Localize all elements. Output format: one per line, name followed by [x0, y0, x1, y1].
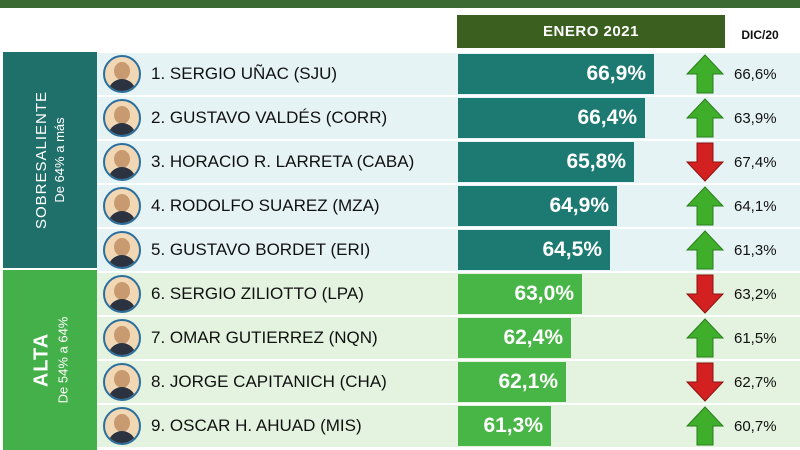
previous-value: 61,5% [734, 329, 777, 347]
previous-value: 63,2% [734, 285, 777, 303]
arrow-up-icon [686, 406, 724, 446]
table-row [97, 273, 800, 315]
candidate-name: 4. RODOLFO SUAREZ (MZA) [151, 196, 380, 215]
table-row [97, 53, 800, 95]
group-title: ALTA [29, 332, 52, 388]
previous-month-header: DIC/20 [741, 28, 779, 42]
group-alta: ALTA De 54% a 64% [3, 270, 97, 450]
avatar [103, 99, 141, 137]
table-row [97, 361, 800, 403]
candidate-name: 3. HORACIO R. LARRETA (CABA) [151, 152, 415, 171]
avatar-body [108, 299, 136, 311]
previous-value: 67,4% [734, 153, 777, 171]
avatar-face [114, 194, 130, 212]
top-stripe [0, 0, 800, 8]
bar: 66,9% [458, 54, 654, 94]
bar: 65,8% [458, 142, 634, 182]
bar: 63,0% [458, 274, 582, 314]
avatar-face [114, 238, 130, 256]
candidate-name: 1. SERGIO UÑAC (SJU) [151, 64, 338, 83]
avatar [103, 231, 141, 269]
group-sobresaliente: SOBRESALIENTE De 64% a más [3, 52, 97, 268]
group-title: SOBRESALIENTE [33, 90, 51, 230]
avatar [103, 143, 141, 181]
table-row [97, 97, 800, 139]
avatar [103, 275, 141, 313]
avatar-body [108, 167, 136, 179]
candidate-name: 8. JORGE CAPITANICH (CHA) [151, 372, 387, 391]
table-row [97, 229, 800, 271]
table-row [97, 405, 800, 447]
bar: 62,4% [458, 318, 571, 358]
candidate-name: 5. GUSTAVO BORDET (ERI) [151, 240, 371, 259]
table-row [97, 185, 800, 227]
candidate-name: 9. OSCAR H. AHUAD (MIS) [151, 416, 362, 435]
bar: 64,9% [458, 186, 617, 226]
candidate-name: 2. GUSTAVO VALDÉS (CORR) [151, 108, 388, 127]
avatar [103, 363, 141, 401]
avatar-face [114, 326, 130, 344]
previous-value: 61,3% [734, 241, 777, 259]
avatar-body [108, 431, 136, 443]
arrow-down-icon [686, 274, 724, 314]
previous-value: 64,1% [734, 197, 777, 215]
avatar-body [108, 343, 136, 355]
bar: 62,1% [458, 362, 566, 402]
avatar-body [108, 387, 136, 399]
arrow-up-icon [686, 98, 724, 138]
avatar-face [114, 106, 130, 124]
arrow-up-icon [686, 230, 724, 270]
previous-value: 63,9% [734, 109, 777, 127]
arrow-down-icon [686, 142, 724, 182]
group-subtitle: De 54% a 64% [54, 316, 70, 404]
avatar [103, 407, 141, 445]
table-row [97, 141, 800, 183]
previous-value: 66,6% [734, 65, 777, 83]
avatar-body [108, 79, 136, 91]
group-subtitle: De 64% a más [52, 117, 68, 203]
avatar-face [114, 370, 130, 388]
arrow-up-icon [686, 318, 724, 358]
bar: 64,5% [458, 230, 610, 270]
avatar [103, 319, 141, 357]
avatar-body [108, 123, 136, 135]
candidate-name: 6. SERGIO ZILIOTTO (LPA) [151, 284, 364, 303]
avatar-body [108, 255, 136, 267]
arrow-down-icon [686, 362, 724, 402]
bar: 61,3% [458, 406, 551, 446]
previous-value: 62,7% [734, 373, 777, 391]
avatar-face [114, 414, 130, 432]
avatar-face [114, 150, 130, 168]
candidate-name: 7. OMAR GUTIERREZ (NQN) [151, 328, 378, 347]
arrow-up-icon [686, 54, 724, 94]
table-row [97, 317, 800, 359]
month-header: ENERO 2021 [457, 15, 725, 48]
avatar-face [114, 62, 130, 80]
arrow-up-icon [686, 186, 724, 226]
avatar-face [114, 282, 130, 300]
bar: 66,4% [458, 98, 645, 138]
previous-value: 60,7% [734, 417, 777, 435]
avatar [103, 187, 141, 225]
avatar-body [108, 211, 136, 223]
avatar [103, 55, 141, 93]
